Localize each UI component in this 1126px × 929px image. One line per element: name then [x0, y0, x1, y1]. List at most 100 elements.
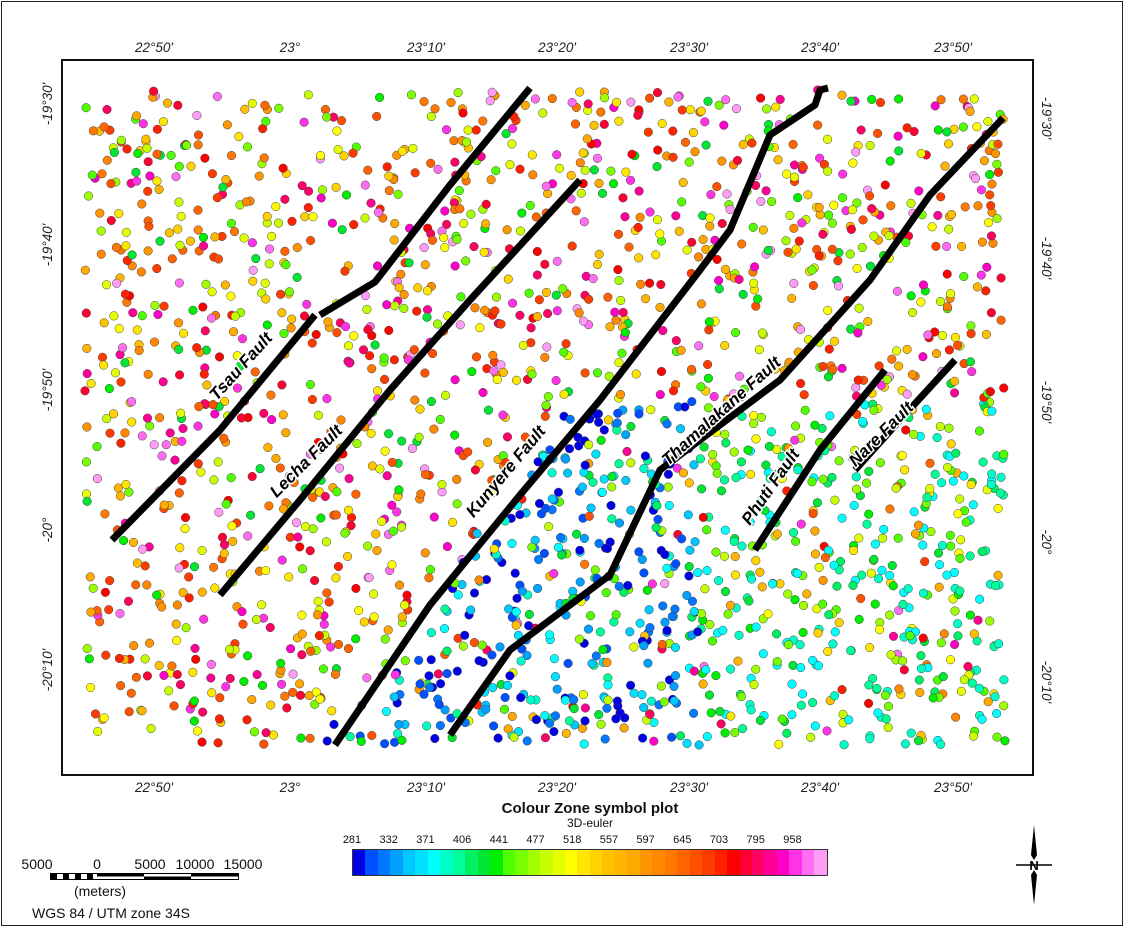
- euler-point: [694, 252, 704, 262]
- euler-point: [696, 299, 706, 309]
- euler-point: [520, 432, 530, 442]
- euler-point: [265, 622, 275, 633]
- euler-point: [154, 660, 164, 671]
- euler-point: [375, 92, 385, 102]
- euler-point: [466, 605, 476, 615]
- euler-point: [902, 123, 912, 133]
- euler-point: [336, 415, 346, 425]
- euler-point: [315, 150, 326, 161]
- euler-point: [143, 157, 153, 167]
- euler-point: [646, 405, 656, 415]
- euler-point: [996, 472, 1006, 482]
- euler-point: [797, 218, 807, 228]
- euler-point: [716, 719, 726, 729]
- euler-point: [416, 489, 426, 499]
- euler-point: [394, 719, 404, 729]
- euler-point: [944, 423, 954, 433]
- euler-point: [605, 322, 615, 332]
- euler-point: [545, 630, 555, 640]
- euler-point: [363, 541, 373, 551]
- euler-point: [236, 413, 247, 423]
- euler-point: [602, 657, 612, 667]
- euler-point: [101, 650, 111, 660]
- euler-point: [372, 545, 382, 556]
- euler-point: [765, 473, 775, 483]
- euler-point: [340, 266, 350, 276]
- euler-point: [369, 589, 379, 599]
- euler-point: [515, 226, 526, 236]
- euler-point: [703, 359, 713, 370]
- euler-point: [323, 317, 333, 327]
- euler-point: [893, 131, 903, 141]
- euler-point: [541, 400, 551, 410]
- euler-point: [584, 440, 594, 450]
- euler-point: [304, 186, 314, 196]
- euler-point: [394, 283, 404, 293]
- euler-point: [823, 305, 833, 315]
- euler-point: [711, 671, 721, 681]
- euler-point: [580, 368, 590, 378]
- euler-point: [662, 419, 672, 429]
- euler-point: [703, 373, 713, 383]
- color-swatch: [477, 850, 491, 875]
- euler-point: [536, 509, 547, 519]
- euler-point: [261, 294, 271, 304]
- euler-point: [966, 480, 976, 490]
- euler-point: [261, 728, 271, 738]
- euler-point: [722, 189, 732, 199]
- euler-point: [909, 429, 919, 439]
- euler-point: [785, 210, 795, 220]
- euler-point: [136, 267, 146, 277]
- euler-point: [653, 145, 663, 155]
- euler-point: [953, 509, 963, 519]
- euler-point: [602, 703, 612, 713]
- euler-point: [131, 167, 141, 177]
- euler-point: [931, 241, 941, 251]
- euler-point: [960, 202, 970, 212]
- lat-tick-label-right: -19°30': [1039, 97, 1054, 140]
- euler-point: [578, 316, 589, 326]
- euler-point: [157, 602, 167, 612]
- euler-point: [652, 215, 663, 225]
- color-swatch: [515, 850, 528, 875]
- euler-point: [734, 274, 744, 284]
- euler-point: [232, 383, 243, 393]
- euler-point: [580, 165, 590, 175]
- euler-point: [793, 465, 803, 475]
- euler-point: [869, 405, 879, 415]
- euler-point: [738, 289, 748, 299]
- euler-point: [582, 134, 592, 144]
- euler-point: [951, 448, 961, 458]
- euler-point: [656, 366, 667, 377]
- euler-point: [973, 615, 983, 625]
- euler-point: [830, 495, 840, 505]
- euler-point: [694, 341, 704, 351]
- euler-point: [662, 563, 672, 573]
- euler-point: [932, 433, 942, 443]
- euler-point: [673, 92, 683, 102]
- euler-point: [86, 607, 96, 617]
- euler-point: [358, 345, 369, 355]
- euler-point: [870, 599, 880, 609]
- euler-point: [970, 173, 981, 184]
- euler-point: [132, 176, 142, 186]
- euler-point: [918, 280, 929, 290]
- euler-point: [404, 258, 414, 268]
- euler-point: [228, 536, 238, 546]
- euler-point: [384, 186, 394, 196]
- lat-tick-label-right: -20°10': [1039, 661, 1054, 704]
- euler-point: [118, 343, 128, 353]
- euler-point: [569, 695, 579, 705]
- euler-point: [640, 451, 650, 461]
- euler-point: [330, 669, 340, 679]
- euler-point: [945, 530, 955, 540]
- euler-point: [655, 302, 665, 312]
- euler-point: [483, 437, 493, 447]
- euler-point: [873, 708, 883, 718]
- euler-point: [326, 427, 336, 437]
- euler-point: [651, 523, 661, 533]
- euler-point: [652, 88, 663, 98]
- euler-point: [402, 590, 412, 600]
- euler-point: [553, 487, 564, 497]
